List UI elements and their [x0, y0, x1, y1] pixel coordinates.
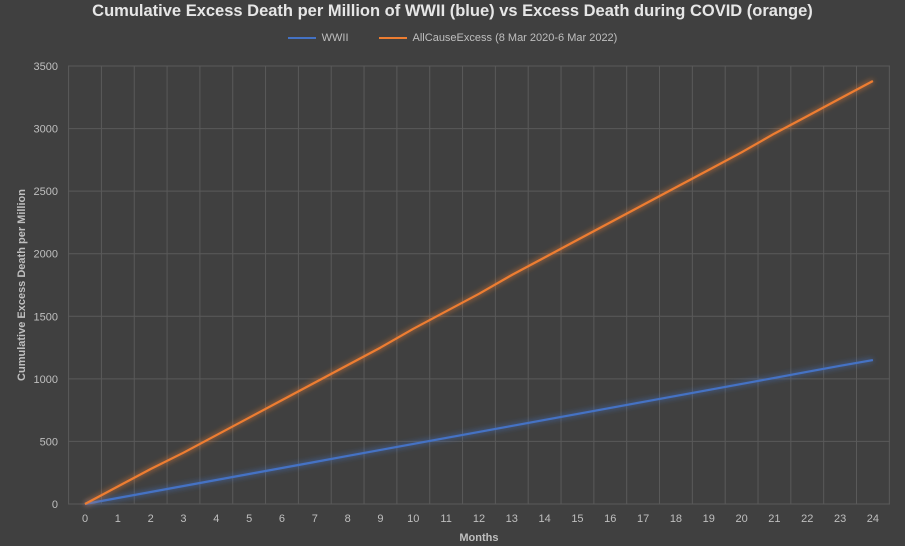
x-tick-label: 10 — [407, 513, 419, 525]
series-line-covid — [84, 80, 874, 505]
y-tick-label: 2000 — [34, 249, 58, 261]
x-tick-label: 13 — [506, 513, 518, 525]
legend-item-covid: AllCauseExcess (8 Mar 2020-6 Mar 2022) — [378, 32, 618, 44]
chart-title: Cumulative Excess Death per Million of W… — [92, 2, 813, 20]
x-tick-label: 0 — [82, 513, 88, 525]
series-line-wwii — [84, 359, 874, 506]
x-tick-label: 1 — [115, 513, 121, 525]
x-tick-label: 12 — [473, 513, 485, 525]
y-tick-label: 1500 — [34, 311, 58, 323]
y-tick-label: 3500 — [34, 61, 58, 73]
x-tick-label: 19 — [703, 513, 715, 525]
y-tick-label: 500 — [40, 436, 58, 448]
y-tick-label: 3000 — [34, 124, 58, 136]
legend-item-wwii: WWII — [287, 32, 349, 44]
y-tick-label: 2500 — [34, 186, 58, 198]
legend-swatch-wwii — [287, 37, 316, 39]
x-tick-label: 4 — [213, 513, 219, 525]
x-tick-label: 2 — [148, 513, 154, 525]
x-tick-label: 22 — [801, 513, 813, 525]
x-tick-label: 17 — [637, 513, 649, 525]
x-tick-label: 16 — [604, 513, 616, 525]
x-tick-label: 24 — [867, 513, 879, 525]
legend-swatch-covid — [378, 37, 407, 39]
x-axis-title: Months — [459, 532, 498, 544]
x-tick-label: 6 — [279, 513, 285, 525]
x-tick-label: 20 — [735, 513, 747, 525]
x-tick-label: 21 — [768, 513, 780, 525]
x-tick-label: 7 — [312, 513, 318, 525]
x-tick-label: 5 — [246, 513, 252, 525]
legend: WWII AllCauseExcess (8 Mar 2020-6 Mar 20… — [0, 32, 905, 44]
legend-label-covid: AllCauseExcess (8 Mar 2020-6 Mar 2022) — [412, 32, 618, 44]
x-tick-label: 3 — [180, 513, 186, 525]
legend-label-wwii: WWII — [321, 32, 349, 44]
x-tick-label: 15 — [571, 513, 583, 525]
x-tick-label: 14 — [538, 513, 550, 525]
y-tick-label: 0 — [52, 499, 58, 511]
x-tick-label: 9 — [377, 513, 383, 525]
x-tick-label: 18 — [670, 513, 682, 525]
x-tick-label: 8 — [345, 513, 351, 525]
x-tick-label: 23 — [834, 513, 846, 525]
x-tick-label: 11 — [440, 513, 451, 525]
y-axis-title: Cumulative Excess Death per Million — [16, 189, 28, 381]
y-tick-label: 1000 — [34, 374, 58, 386]
